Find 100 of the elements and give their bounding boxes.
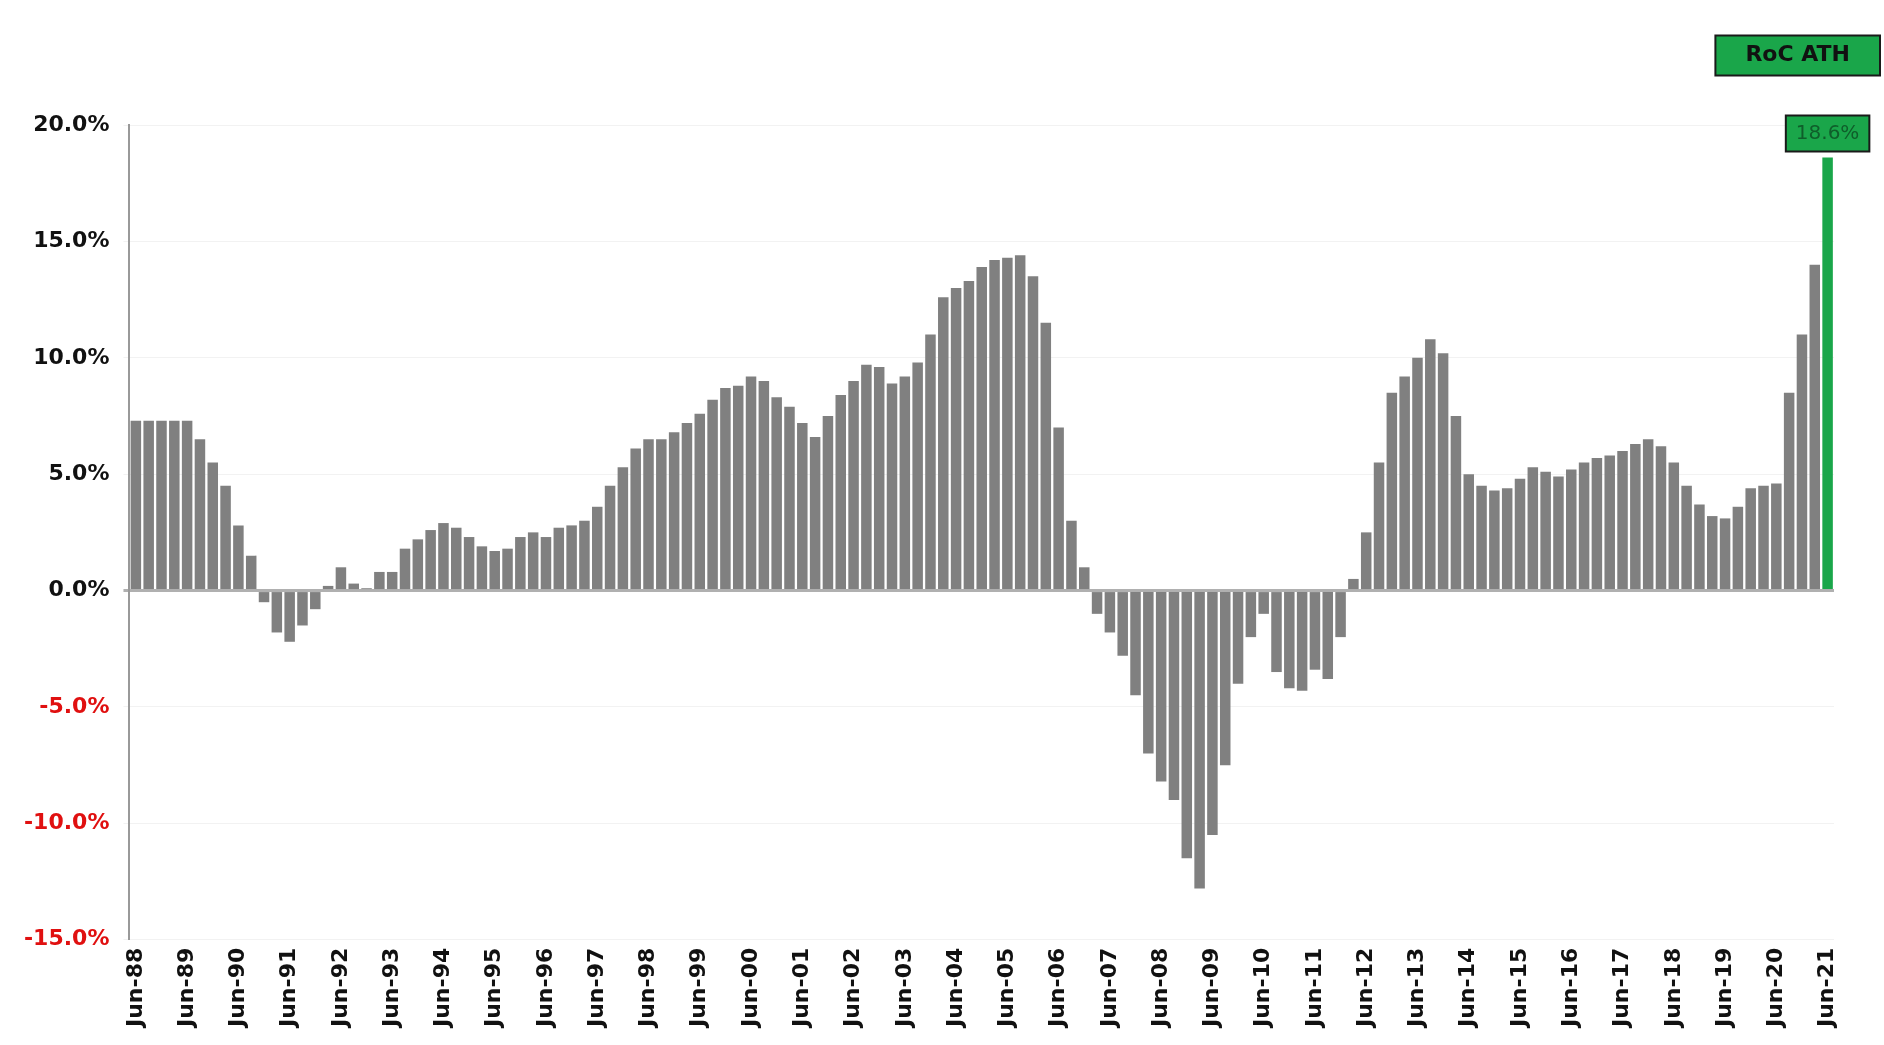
x-tick-label: Jun-93 <box>377 947 403 1030</box>
x-tick-label: Jun-17 <box>1608 947 1634 1030</box>
bar <box>1783 392 1795 590</box>
bar <box>1335 592 1346 638</box>
y-tick-label: 10.0% <box>33 343 110 369</box>
x-tick-label: Jun-97 <box>582 947 608 1030</box>
bar <box>181 420 193 590</box>
bar <box>1591 457 1603 590</box>
x-tick-label: Jun-13 <box>1403 947 1429 1030</box>
bar <box>1271 592 1282 673</box>
x-tick-label: Jun-05 <box>993 947 1019 1030</box>
bar <box>1745 488 1756 590</box>
y-tick-label: 20.0% <box>33 110 110 136</box>
bar <box>143 420 154 590</box>
bar <box>1219 592 1231 766</box>
bar <box>476 546 488 590</box>
x-tick-label: Jun-02 <box>839 947 865 1030</box>
bar <box>1463 474 1474 590</box>
bar <box>989 260 1000 590</box>
bar <box>1284 592 1295 689</box>
bar <box>1450 415 1462 590</box>
bar <box>245 555 257 590</box>
bar <box>1360 532 1372 590</box>
bar <box>925 334 936 590</box>
bar <box>1489 490 1500 590</box>
bar <box>1604 455 1615 590</box>
bar <box>758 381 770 590</box>
bar <box>1258 592 1269 614</box>
y-tick-label: 0.0% <box>48 576 110 602</box>
x-tick-label: Jun-89 <box>172 947 198 1030</box>
bar <box>1386 392 1398 590</box>
bar <box>1309 592 1321 670</box>
bar <box>707 399 718 590</box>
bar <box>1194 592 1205 889</box>
x-tick-label: Jun-18 <box>1659 947 1685 1030</box>
x-tick-label: Jun-07 <box>1095 947 1121 1030</box>
bar <box>374 571 385 590</box>
bar <box>1553 476 1564 590</box>
bar <box>899 376 911 590</box>
x-tick-label: Jun-96 <box>531 947 557 1030</box>
bar <box>425 530 436 590</box>
x-tick-label: Jun-98 <box>634 947 660 1030</box>
bar <box>310 592 321 610</box>
bar <box>873 367 885 590</box>
bar <box>771 397 782 590</box>
x-tick-label: Jun-20 <box>1762 947 1788 1030</box>
bar <box>1809 264 1821 590</box>
text: RoC ATH <box>1745 41 1851 67</box>
y-tick-label: -5.0% <box>39 692 110 718</box>
bar <box>1143 592 1154 754</box>
bar <box>220 485 231 590</box>
bar <box>681 422 693 590</box>
bar <box>194 439 206 590</box>
bar <box>1822 157 1833 590</box>
bar <box>1245 592 1257 638</box>
bar <box>1668 462 1680 590</box>
bar <box>1296 592 1308 691</box>
bar <box>1117 592 1128 656</box>
bar <box>1706 516 1718 590</box>
bar <box>284 592 295 642</box>
x-tick-label: Jun-10 <box>1249 947 1275 1030</box>
bar <box>861 364 872 590</box>
bar <box>656 439 667 590</box>
y-tick-label: 5.0% <box>48 459 110 485</box>
x-tick-label: Jun-04 <box>941 947 967 1030</box>
bar <box>1053 427 1064 590</box>
bar <box>797 422 808 590</box>
x-tick-label: Jun-91 <box>275 947 301 1030</box>
data-label: 18.6% <box>1795 119 1860 144</box>
y-tick-label: -10.0% <box>23 809 110 835</box>
bar <box>386 571 398 590</box>
bar <box>1079 567 1090 590</box>
x-tick-label: Jun-12 <box>1351 947 1377 1030</box>
bar <box>617 467 629 590</box>
bar <box>1207 592 1218 835</box>
bar <box>271 592 283 633</box>
bar <box>540 537 552 590</box>
bar <box>1771 483 1782 590</box>
bar <box>886 383 898 590</box>
bar <box>912 362 923 590</box>
bar <box>1425 339 1436 590</box>
x-tick-label: Jun-03 <box>890 947 916 1030</box>
bar <box>591 506 603 590</box>
bar <box>1630 443 1641 590</box>
bar <box>1104 592 1116 633</box>
bar <box>335 567 347 590</box>
bar <box>745 376 757 590</box>
bar <box>1758 485 1769 590</box>
bar <box>1014 255 1026 590</box>
bar <box>322 585 334 590</box>
y-tick-label: -15.0% <box>23 925 110 951</box>
bar <box>438 523 449 590</box>
y-tick-label: 15.0% <box>33 227 110 253</box>
x-tick-label: Jun-94 <box>429 947 455 1030</box>
bar <box>1527 467 1539 590</box>
bar <box>169 420 180 590</box>
bar <box>1040 322 1052 590</box>
bar <box>1348 578 1359 590</box>
x-tick-label: Jun-14 <box>1454 947 1480 1030</box>
bar <box>1027 276 1039 590</box>
